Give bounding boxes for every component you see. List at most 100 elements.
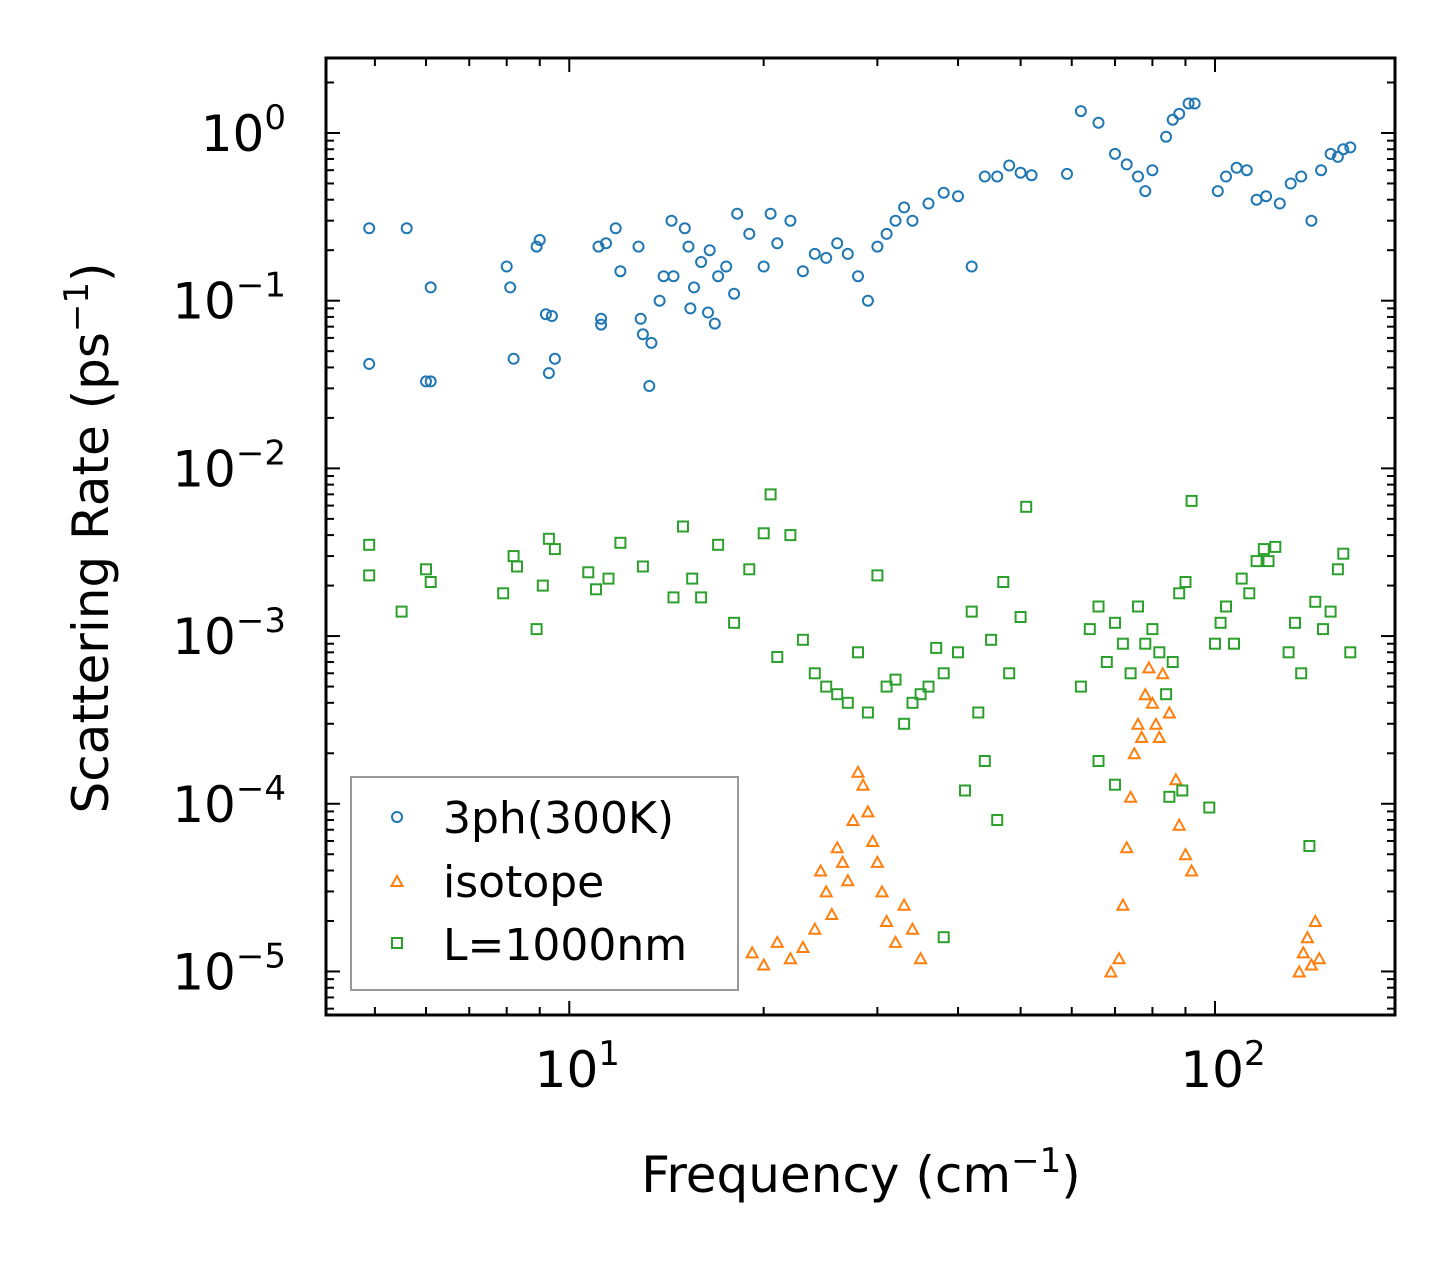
point-l1000nm-43 [937,667,950,680]
point-isotope-0 [745,945,760,959]
point-l1000nm-89 [1331,563,1344,576]
x-tick-label: 101 [535,1034,620,1099]
point-isotope-30 [1130,716,1146,730]
point-l1000nm-31 [831,688,844,701]
point-3ph300k-6 [500,260,513,273]
point-l1000nm-26 [771,651,784,663]
point-3ph300k-3 [420,375,432,388]
point-isotope-20 [888,934,903,948]
point-3ph300k-7 [504,281,517,294]
point-l1000nm-95 [1163,790,1176,803]
point-3ph300k-79 [1182,97,1195,110]
point-isotope-6 [813,863,828,877]
point-3ph300k-19 [609,222,622,235]
legend-label-3ph: 3ph(300K) [443,793,674,844]
point-isotope-5 [807,921,822,935]
point-3ph300k-76 [1160,130,1173,143]
point-3ph300k-13 [545,310,558,322]
point-l1000nm-82 [1282,646,1295,659]
point-3ph300k-35 [702,306,714,319]
point-3ph300k-30 [678,222,691,235]
point-l1000nm-36 [880,680,893,693]
point-l1000nm-37 [889,673,902,686]
point-l1000nm-22 [728,616,741,629]
legend-item-isotope: isotope [389,857,604,908]
point-isotope-41 [1178,847,1193,861]
point-3ph300k-81 [1211,185,1224,198]
point-l1000nm-69 [1173,587,1186,600]
point-l1000nm-11 [548,543,561,556]
point-isotope-38 [1162,705,1177,719]
point-l1000nm-4 [424,576,437,588]
y-tick-label: 10−3 [172,601,286,666]
point-l1000nm-53 [1014,611,1027,623]
point-l1000nm-86 [1309,595,1322,608]
point-3ph300k-77 [1166,113,1179,126]
point-3ph300k-80 [1188,97,1201,110]
legend-box [350,776,739,991]
y-tick-label: 10−4 [172,769,286,834]
point-isotope-39 [1168,772,1184,786]
point-3ph300k-71 [1109,147,1121,160]
point-l1000nm-0 [363,538,376,551]
point-3ph300k-56 [889,214,902,227]
point-l1000nm-56 [1074,680,1087,693]
point-isotope-10 [835,854,850,868]
point-l1000nm-40 [914,688,927,701]
point-3ph300k-83 [1230,161,1243,174]
point-3ph300k-17 [595,318,608,331]
point-l1000nm-14 [602,572,615,585]
point-3ph300k-92 [1324,147,1337,160]
point-l1000nm-18 [677,520,689,533]
point-isotope-48 [1312,951,1327,965]
point-l1000nm-5 [497,587,510,600]
point-3ph300k-32 [684,302,697,315]
point-isotope-44 [1296,945,1311,959]
point-3ph300k-65 [1003,159,1016,172]
point-l1000nm-2 [395,605,408,618]
point-3ph300k-43 [757,260,770,273]
point-isotope-43 [1292,964,1307,978]
point-3ph300k-21 [632,240,645,253]
y-tick-labels: 100 10−1 10−2 10−3 10−4 10−5 [172,98,286,1001]
point-3ph300k-18 [600,237,612,250]
point-3ph300k-4 [424,281,437,294]
point-3ph300k-52 [852,270,864,283]
point-l1000nm-66 [1153,646,1166,659]
point-isotope-33 [1141,660,1157,674]
point-l1000nm-72 [1209,637,1221,650]
point-3ph300k-36 [703,244,716,257]
point-isotope-27 [1119,840,1134,854]
point-l1000nm-80 [1262,555,1275,568]
legend-item-l1000nm: L=1000nm [391,920,687,971]
point-3ph300k-64 [991,170,1004,183]
point-isotope-14 [855,777,871,791]
point-l1000nm-39 [906,696,919,709]
point-l1000nm-20 [695,591,708,604]
point-3ph300k-10 [533,234,546,246]
point-3ph300k-40 [728,287,741,300]
legend-marker-square [391,937,403,949]
point-3ph300k-58 [906,214,919,227]
point-l1000nm-60 [1109,616,1121,629]
point-3ph300k-49 [820,251,833,264]
point-l1000nm-44 [952,646,964,659]
point-3ph300k-37 [708,317,721,330]
point-3ph300k-93 [1331,150,1344,163]
point-isotope-34 [1145,695,1160,709]
point-l1000nm-57 [1083,623,1096,636]
point-3ph300k-61 [952,190,964,203]
point-l1000nm-61 [1116,637,1129,650]
point-3ph300k-70 [1092,116,1105,129]
point-l1000nm-35 [871,569,884,582]
point-l1000nm-34 [861,706,874,719]
point-isotope-21 [896,897,912,911]
point-3ph300k-28 [665,214,678,227]
point-isotope-36 [1152,729,1167,743]
point-3ph300k-39 [720,260,733,273]
point-isotope-4 [795,939,811,953]
point-l1000nm-75 [1228,637,1240,650]
point-3ph300k-25 [643,380,656,392]
y-axis-title: Scattering Rate (ps−1) [57,262,120,813]
point-l1000nm-15 [614,536,627,549]
